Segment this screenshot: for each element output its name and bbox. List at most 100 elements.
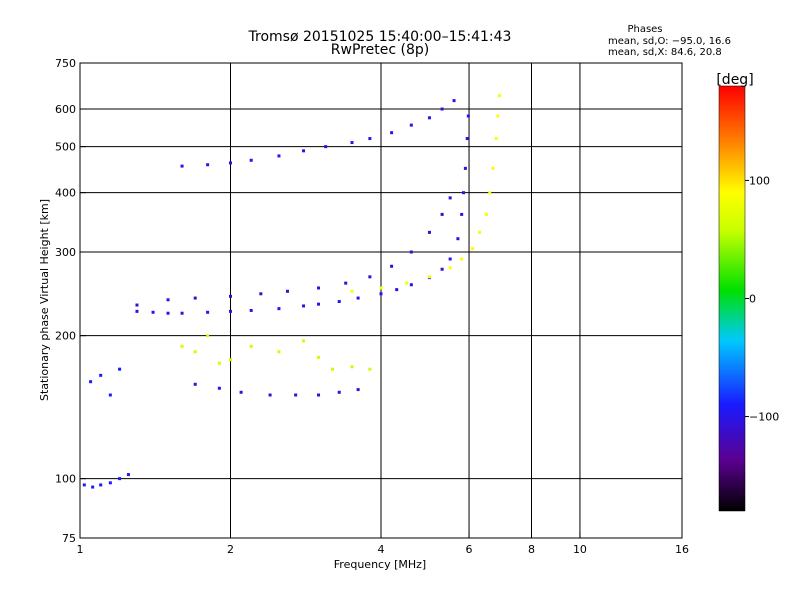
data-point — [229, 161, 232, 165]
y-tick-label: 400 — [55, 187, 76, 200]
data-point — [350, 365, 354, 369]
data-point — [456, 237, 460, 241]
data-point — [302, 149, 306, 153]
data-point — [317, 286, 321, 290]
data-point — [409, 283, 413, 287]
x-axis-label: Frequency [MHz] — [334, 558, 426, 571]
data-point — [350, 289, 354, 293]
data-point — [89, 380, 93, 384]
data-point — [180, 344, 184, 348]
data-point — [427, 116, 431, 120]
data-point — [460, 257, 464, 261]
data-point — [151, 310, 155, 314]
y-tick-label: 300 — [55, 246, 76, 259]
data-point — [193, 350, 197, 354]
data-point — [206, 163, 210, 167]
data-points — [82, 94, 501, 489]
data-point — [331, 367, 335, 371]
data-point — [317, 302, 321, 306]
data-point — [409, 250, 413, 254]
data-point — [344, 281, 348, 285]
data-point — [229, 294, 232, 298]
y-tick-label: 200 — [55, 330, 76, 343]
colorbar-tick-label: 0 — [749, 293, 756, 306]
data-point — [440, 267, 444, 271]
data-point — [427, 275, 431, 279]
grid-lines — [80, 63, 682, 538]
data-point — [337, 300, 341, 304]
data-point — [478, 230, 482, 234]
data-point — [488, 191, 492, 195]
data-point — [440, 212, 444, 216]
x-tick-label: 16 — [675, 543, 689, 556]
y-tick-label: 100 — [55, 473, 76, 486]
data-point — [118, 477, 122, 481]
data-point — [91, 485, 95, 489]
data-point — [496, 114, 500, 118]
data-point — [277, 350, 281, 354]
data-point — [99, 373, 103, 377]
data-point — [448, 196, 452, 200]
data-point — [368, 275, 372, 279]
data-point — [465, 137, 469, 141]
data-point — [135, 309, 139, 313]
x-tick-label: 10 — [573, 543, 587, 556]
data-point — [440, 107, 444, 111]
y-ticks: 75 100 200 300 400 500 600 750 — [55, 57, 86, 545]
data-point — [368, 137, 372, 141]
data-point — [497, 94, 501, 98]
data-point — [268, 393, 272, 397]
x-tick-label: 4 — [378, 543, 385, 556]
data-point — [135, 303, 139, 307]
colorbar-gradient — [718, 85, 746, 512]
data-point — [379, 286, 383, 290]
data-point — [82, 483, 86, 487]
data-point — [448, 257, 452, 261]
data-point — [324, 145, 328, 149]
data-point — [206, 334, 210, 338]
colorbar-ticks: −100 0 100 — [745, 174, 779, 424]
data-point — [285, 289, 289, 293]
data-point — [452, 99, 456, 103]
data-point — [337, 390, 341, 394]
data-point — [180, 311, 184, 315]
data-point — [356, 388, 360, 392]
data-point — [239, 390, 243, 394]
data-point — [302, 339, 306, 343]
data-point — [405, 281, 409, 285]
x-tick-label: 1 — [77, 543, 84, 556]
data-point — [317, 355, 321, 359]
data-point — [249, 344, 253, 348]
data-point — [229, 309, 232, 313]
data-point — [217, 361, 221, 365]
x-ticks: 1 2 4 6 8 10 16 — [77, 532, 689, 556]
data-point — [217, 386, 221, 390]
data-point — [427, 230, 431, 234]
data-point — [229, 358, 232, 362]
data-point — [193, 296, 197, 300]
data-point — [379, 292, 383, 296]
data-point — [317, 393, 321, 397]
y-tick-label: 500 — [55, 141, 76, 154]
x-tick-label: 8 — [528, 543, 535, 556]
data-point — [126, 473, 130, 477]
data-point — [484, 212, 488, 216]
chart-subtitle: RwPretec (8p) — [331, 42, 429, 58]
data-point — [491, 166, 495, 170]
data-point — [471, 247, 475, 251]
data-point — [448, 266, 452, 270]
y-axis-label: Stationary phase Virtual Height [km] — [38, 199, 51, 401]
data-point — [460, 212, 464, 216]
data-point — [390, 131, 394, 135]
data-point — [395, 288, 399, 292]
y-tick-label: 600 — [55, 103, 76, 116]
data-point — [108, 481, 112, 485]
data-point — [108, 393, 112, 397]
data-point — [294, 393, 298, 397]
data-point — [368, 367, 372, 371]
data-point — [166, 311, 170, 315]
data-point — [462, 191, 466, 195]
data-point — [356, 296, 360, 300]
